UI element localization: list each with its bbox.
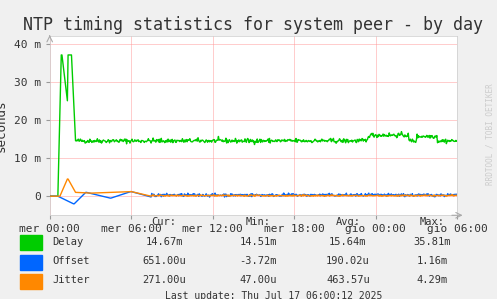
Bar (20, 255, 42, 270)
Text: 15.64m: 15.64m (329, 237, 367, 247)
Text: Delay: Delay (52, 237, 83, 247)
Text: Offset: Offset (52, 256, 89, 266)
Text: 35.81m: 35.81m (414, 237, 451, 247)
Y-axis label: seconds: seconds (0, 99, 8, 152)
Text: 651.00u: 651.00u (142, 256, 186, 266)
Text: RRDTOOL / TOBI OETIKER: RRDTOOL / TOBI OETIKER (486, 84, 495, 185)
Bar (20, 235, 42, 251)
Text: 1.16m: 1.16m (417, 256, 448, 266)
Text: 47.00u: 47.00u (240, 275, 277, 285)
Text: 463.57u: 463.57u (326, 275, 370, 285)
Text: Last update: Thu Jul 17 06:00:12 2025: Last update: Thu Jul 17 06:00:12 2025 (165, 291, 382, 299)
Text: Min:: Min: (246, 217, 271, 227)
Text: 14.67m: 14.67m (145, 237, 183, 247)
Text: -3.72m: -3.72m (240, 256, 277, 266)
Text: Max:: Max: (420, 217, 445, 227)
Text: 4.29m: 4.29m (417, 275, 448, 285)
Text: Jitter: Jitter (52, 275, 89, 285)
Text: Avg:: Avg: (335, 217, 360, 227)
Bar (20, 274, 42, 289)
Text: 271.00u: 271.00u (142, 275, 186, 285)
Title: NTP timing statistics for system peer - by day: NTP timing statistics for system peer - … (23, 16, 484, 34)
Text: Cur:: Cur: (152, 217, 176, 227)
Text: 190.02u: 190.02u (326, 256, 370, 266)
Text: 14.51m: 14.51m (240, 237, 277, 247)
